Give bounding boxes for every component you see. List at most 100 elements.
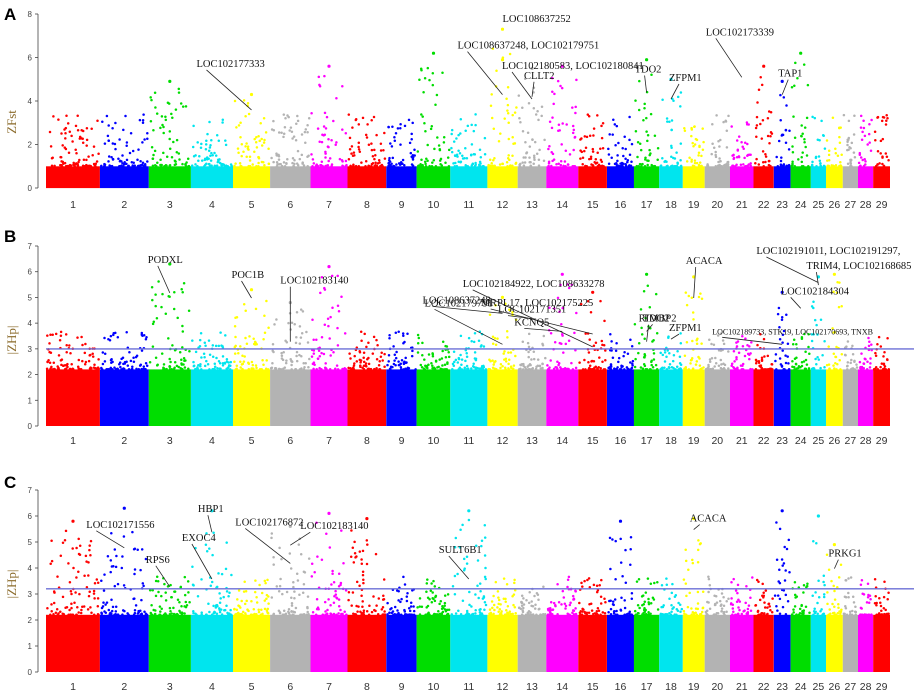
snp-point <box>69 351 72 355</box>
snp-point <box>192 124 195 128</box>
snp-point <box>779 159 783 163</box>
snp-point <box>472 340 476 344</box>
snp-point <box>636 604 640 607</box>
chromosome-band-10 <box>416 614 451 672</box>
snp-point <box>785 313 788 316</box>
snp-point <box>867 613 870 616</box>
snp-point <box>690 134 693 138</box>
snp-point <box>817 596 821 599</box>
snp-point <box>558 341 562 345</box>
snp-point <box>749 367 752 371</box>
snp-point <box>637 164 640 168</box>
snp-point <box>358 584 361 587</box>
snp-point <box>836 612 840 615</box>
snp-point <box>664 159 667 163</box>
snp-point <box>125 330 128 334</box>
snp-point <box>200 611 203 614</box>
gene-label: LOC108637248, LOC102179751 <box>458 41 600 52</box>
snp-point <box>337 572 341 575</box>
chromosome-band-24 <box>790 369 811 426</box>
snp-point <box>311 611 315 614</box>
snp-point <box>804 145 807 149</box>
snp-point <box>764 155 768 158</box>
snp-point <box>361 570 365 573</box>
snp-point <box>395 163 398 166</box>
snp-point <box>408 613 412 616</box>
snp-point <box>466 612 469 616</box>
snp-point <box>149 120 153 123</box>
snp-point <box>574 111 577 115</box>
snp-point <box>59 554 63 557</box>
snp-point <box>52 361 56 364</box>
snp-point <box>144 338 148 341</box>
snp-point <box>867 344 871 348</box>
snp-point <box>257 135 260 138</box>
snp-point <box>164 115 167 119</box>
snp-point <box>206 362 210 366</box>
snp-point <box>850 613 854 616</box>
snp-point <box>730 362 734 365</box>
snp-point <box>403 608 406 612</box>
chromosome-band-10 <box>416 369 451 426</box>
snp-point <box>255 135 258 139</box>
snp-point <box>112 333 115 337</box>
snp-point <box>337 605 341 608</box>
snp-point <box>255 613 258 616</box>
snp-point <box>533 607 537 610</box>
snp-point <box>240 143 244 146</box>
snp-point <box>529 164 533 168</box>
snp-point <box>434 164 438 168</box>
snp-point <box>607 611 610 614</box>
snp-point <box>285 340 289 344</box>
snp-point <box>343 367 347 371</box>
snp-point <box>488 313 492 317</box>
snp-point <box>886 336 889 340</box>
snp-point <box>827 153 831 157</box>
snp-point <box>169 609 172 613</box>
chromosome-label-25: 25 <box>813 199 825 211</box>
snp-point <box>627 368 631 371</box>
snp-point <box>70 602 73 605</box>
snp-point <box>738 600 742 603</box>
chromosome-label-29: 29 <box>876 681 888 693</box>
snp-point <box>104 611 108 615</box>
snp-point <box>116 368 120 371</box>
snp-point <box>815 323 818 327</box>
snp-point <box>78 135 82 139</box>
snp-point <box>168 164 172 167</box>
snp-point <box>638 162 642 166</box>
snp-point <box>635 580 639 583</box>
chromosome-band-18 <box>659 166 683 189</box>
snp-point <box>254 579 257 582</box>
snp-point <box>347 598 350 602</box>
snp-point <box>737 598 740 601</box>
snp-point <box>472 129 476 133</box>
snp-point <box>637 108 641 112</box>
annotation-pointer <box>207 515 213 533</box>
snp-point <box>730 125 733 128</box>
snp-point <box>685 303 689 307</box>
chromosome-band-17 <box>633 369 660 426</box>
snp-point <box>629 338 632 342</box>
snp-point <box>451 584 455 588</box>
snp-point <box>842 612 846 615</box>
snp-point <box>634 99 637 102</box>
snp-point <box>670 603 673 607</box>
snp-point <box>304 361 307 365</box>
snp-point <box>93 363 96 367</box>
snp-point <box>587 361 590 364</box>
chromosome-band-1 <box>46 614 100 672</box>
snp-point <box>508 52 512 56</box>
snp-point <box>547 147 550 151</box>
snp-point <box>131 365 134 368</box>
snp-point <box>800 124 803 127</box>
snp-point <box>492 612 495 616</box>
snp-point <box>743 609 746 612</box>
snp-point <box>642 611 645 615</box>
snp-point <box>215 133 219 137</box>
snp-point <box>546 368 550 371</box>
chromosome-label-4: 4 <box>209 681 215 693</box>
chromosome-band-9 <box>386 369 417 426</box>
snp-point <box>305 613 308 617</box>
snp-point <box>228 368 232 371</box>
